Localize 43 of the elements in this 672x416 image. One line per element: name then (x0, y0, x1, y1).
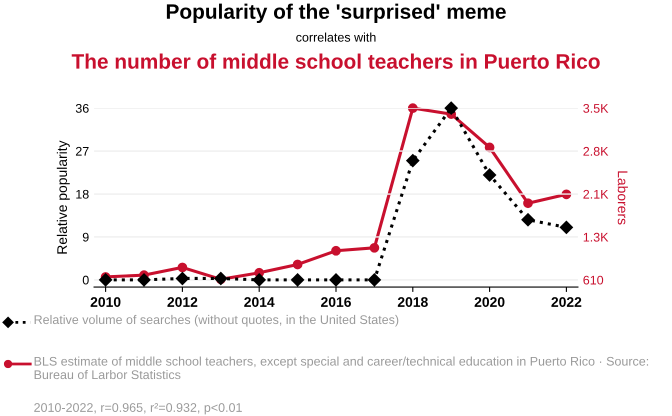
point (214, 272, 228, 286)
chart-title: Popularity of the 'surprised' meme (166, 4, 506, 24)
text: 2010-2022, r=0.965, r²=0.932, p<0.01 (34, 403, 242, 414)
point (406, 154, 420, 168)
x-tick-label: 2012 (167, 297, 198, 307)
text: The number of middle school teachers in Puerto Rico (72, 54, 600, 69)
x-tick-label: 2014 (244, 297, 275, 307)
point (252, 273, 266, 286)
point (178, 262, 188, 272)
y2-tick-label: 2.8K (583, 146, 608, 156)
point (137, 273, 151, 286)
x-tick-label: 2010 (90, 297, 120, 307)
text: correlates with (296, 32, 376, 42)
point (368, 273, 381, 286)
y-tick-label: 0 (82, 276, 89, 285)
x-tick-label: 2018 (398, 297, 428, 307)
y-tick-label: 36 (76, 104, 89, 113)
point (331, 246, 341, 256)
point (99, 273, 112, 286)
point (521, 213, 535, 226)
y2-tick-label: 610 (583, 276, 604, 285)
point (176, 272, 189, 286)
point (329, 273, 343, 286)
y-axis-title: Relative popularity (56, 140, 70, 254)
x-tick-label: 2020 (474, 297, 504, 307)
legend-label: Relative volume of searches (without quotes, in the United States) (34, 314, 398, 327)
y-tick-label: 9 (82, 232, 89, 242)
y2-tick-label: 3.5K (583, 104, 608, 113)
point (444, 102, 458, 115)
y-tick-label: 27 (76, 146, 89, 156)
point (523, 198, 533, 208)
y2-axis-title: Laborers (618, 171, 628, 225)
point (292, 260, 302, 270)
y-tick-label: 18 (76, 190, 89, 199)
point (370, 242, 380, 253)
legend-label: BLS estimate of middle school teachers, except special and career/technical education in Puerto Rico · Source: Bureau of Larbor Statistics (34, 356, 648, 380)
point (483, 168, 496, 182)
point (291, 273, 304, 286)
x-tick-label: 2016 (321, 297, 351, 307)
point (560, 220, 573, 234)
y2-tick-label: 2.1K (583, 190, 608, 199)
y2-tick-label: 1.3K (584, 232, 608, 242)
x-tick-label: 2022 (551, 297, 582, 307)
